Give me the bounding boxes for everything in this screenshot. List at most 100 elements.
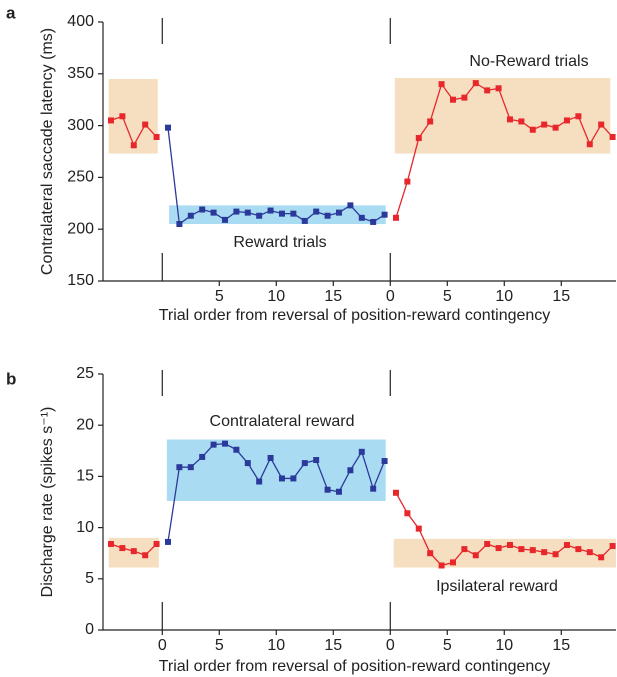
data-point (404, 510, 411, 517)
data-point (586, 549, 593, 556)
x-tick-label: 0 (386, 288, 395, 305)
data-point (495, 545, 502, 552)
data-point (278, 475, 285, 482)
data-point (176, 464, 183, 471)
y-tick-label: 5 (85, 570, 94, 587)
x-tick-label: 0 (158, 637, 167, 654)
data-point (267, 454, 274, 461)
y-tick-label: 150 (67, 272, 94, 289)
data-point (347, 467, 354, 474)
highlight-box (108, 78, 158, 154)
data-point (598, 121, 605, 128)
x-tick-label: 0 (386, 637, 395, 654)
data-point (187, 212, 194, 219)
data-point (313, 457, 320, 464)
data-point (290, 210, 297, 217)
data-point (381, 458, 388, 465)
data-point (438, 81, 445, 88)
annotation: Ipsilateral reward (436, 578, 558, 595)
x-tick-label: 10 (267, 288, 285, 305)
x-tick-label: 5 (215, 637, 224, 654)
data-point (609, 543, 616, 550)
x-tick-label: 5 (443, 288, 452, 305)
data-point (358, 214, 365, 221)
data-point (335, 488, 342, 495)
data-point (427, 550, 434, 557)
highlight-box (393, 538, 616, 568)
x-tick-label: 15 (552, 288, 570, 305)
data-point (313, 208, 320, 215)
data-point (267, 207, 274, 214)
data-point (187, 464, 194, 471)
data-point (506, 542, 513, 549)
data-point (438, 562, 445, 569)
data-point (449, 96, 456, 103)
y-tick-label: 200 (67, 220, 94, 237)
data-point (335, 209, 342, 216)
data-point (221, 440, 228, 447)
data-point (575, 113, 582, 120)
y-tick-label: 10 (76, 519, 94, 536)
highlight-box (394, 77, 611, 154)
y-axis-label: Contralateral saccade latency (ms) (39, 28, 56, 275)
y-tick-label: 25 (76, 365, 94, 382)
data-point (415, 525, 422, 532)
x-tick-label: 5 (443, 637, 452, 654)
data-point (130, 548, 137, 555)
data-point (541, 549, 548, 556)
data-point (142, 552, 149, 559)
data-point (392, 214, 399, 221)
data-point (461, 94, 468, 101)
x-tick-label: 15 (552, 637, 570, 654)
data-point (461, 546, 468, 553)
data-point (119, 545, 126, 552)
panel-label: b (6, 369, 16, 388)
data-point (518, 118, 525, 125)
x-tick-label: 10 (267, 637, 285, 654)
data-point (142, 121, 149, 128)
x-tick-label: 10 (495, 637, 513, 654)
y-tick-label: 350 (67, 65, 94, 82)
data-point (119, 113, 126, 120)
x-tick-label: 15 (324, 288, 342, 305)
data-point (210, 209, 217, 216)
data-point (244, 460, 251, 467)
data-point (404, 178, 411, 185)
data-point (552, 124, 559, 131)
data-point (506, 116, 513, 123)
data-point (301, 217, 308, 224)
data-point (575, 546, 582, 553)
y-axis-label: Discharge rate (spikes s⁻¹) (39, 407, 56, 598)
data-point (107, 540, 114, 547)
y-tick-label: 300 (67, 117, 94, 134)
annotation: Reward trials (233, 234, 326, 251)
data-point (472, 80, 479, 87)
data-point (449, 559, 456, 566)
data-point (609, 133, 616, 140)
data-point (210, 441, 217, 448)
panel-label: a (6, 3, 16, 22)
data-point (244, 209, 251, 216)
x-tick-label: 15 (324, 637, 342, 654)
data-point (472, 552, 479, 559)
y-tick-label: 250 (67, 169, 94, 186)
data-point (586, 141, 593, 148)
data-point (381, 211, 388, 218)
data-point (347, 202, 354, 209)
data-point (598, 554, 605, 561)
data-point (484, 540, 491, 547)
data-point (164, 538, 171, 545)
data-point (290, 475, 297, 482)
data-point (256, 212, 263, 219)
x-tick-label: 5 (215, 288, 224, 305)
data-point (164, 124, 171, 131)
annotation: No-Reward trials (469, 53, 588, 70)
data-point (256, 478, 263, 485)
data-point (278, 210, 285, 217)
data-point (153, 540, 160, 547)
data-point (324, 212, 331, 219)
y-tick-label: 400 (67, 13, 94, 30)
y-tick-label: 20 (76, 416, 94, 433)
data-point (370, 218, 377, 225)
y-tick-label: 0 (85, 621, 94, 638)
